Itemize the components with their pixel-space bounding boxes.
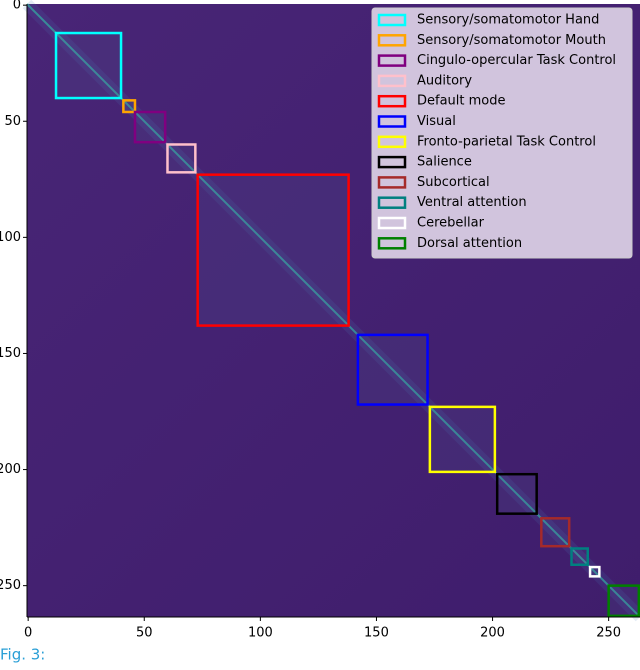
legend-label: Dorsal attention: [417, 236, 522, 251]
community-fill: [429, 406, 495, 472]
legend-swatch: [377, 13, 407, 27]
x-tick-label: 50: [136, 626, 153, 641]
community-box: [428, 405, 497, 474]
legend-label: Sensory/somatomotor Mouth: [417, 33, 606, 48]
community-box: [54, 31, 123, 100]
y-tick-label: 50: [4, 114, 21, 129]
community-fill: [608, 585, 639, 616]
legend-label: Cingulo-opercular Task Control: [417, 53, 616, 68]
community-fill: [134, 111, 166, 143]
legend-label: Auditory: [417, 73, 472, 88]
community-fill: [197, 174, 349, 326]
community-box: [133, 110, 167, 144]
x-tick-label: 200: [480, 626, 505, 641]
community-box: [166, 143, 197, 174]
y-tick-label: 150: [0, 346, 21, 361]
legend-swatch: [377, 196, 407, 209]
community-box: [540, 517, 571, 548]
legend-label: Salience: [417, 155, 472, 170]
community-box: [570, 547, 590, 567]
legend-swatch: [377, 176, 407, 189]
legend: [371, 7, 633, 259]
legend-swatch: [377, 54, 407, 67]
legend-label: Subcortical: [417, 175, 490, 190]
legend-label: Fronto-parietal Task Control: [417, 134, 596, 149]
community-fill: [541, 518, 570, 547]
legend-label: Ventral attention: [417, 195, 527, 210]
legend-swatch: [377, 94, 407, 108]
community-fill: [571, 548, 588, 565]
community-box: [495, 472, 538, 515]
legend-swatch: [377, 237, 407, 250]
community-box: [588, 565, 601, 578]
legend-swatch: [377, 115, 407, 128]
x-tick-label: 0: [24, 626, 32, 641]
x-tick-label: 250: [596, 626, 621, 641]
community-fill: [497, 474, 537, 514]
legend-swatch: [377, 216, 407, 230]
community-fill: [56, 33, 122, 99]
community-box: [122, 99, 137, 114]
caption: Fig. 3:: [0, 646, 45, 664]
legend-swatch: [377, 155, 407, 169]
community-box: [196, 173, 350, 327]
community-fill: [590, 567, 600, 577]
x-tick-label: 100: [248, 626, 273, 641]
community-fill: [123, 100, 135, 112]
y-tick-label: 200: [0, 462, 21, 477]
legend-swatch: [377, 34, 407, 47]
y-tick-label: 0: [13, 0, 21, 13]
x-tick-label: 150: [364, 626, 389, 641]
legend-label: Sensory/somatomotor Hand: [417, 13, 599, 28]
legend-label: Visual: [417, 114, 456, 129]
legend-swatch: [377, 135, 407, 149]
legend-label: Cerebellar: [417, 216, 485, 231]
community-box: [607, 584, 640, 618]
y-tick-label: 100: [0, 230, 21, 245]
community-box: [356, 333, 429, 406]
legend-label: Default mode: [417, 94, 506, 109]
community-fill: [357, 334, 428, 405]
y-tick-label: 250: [0, 578, 21, 593]
legend-swatch: [377, 74, 407, 88]
community-fill: [167, 144, 196, 173]
